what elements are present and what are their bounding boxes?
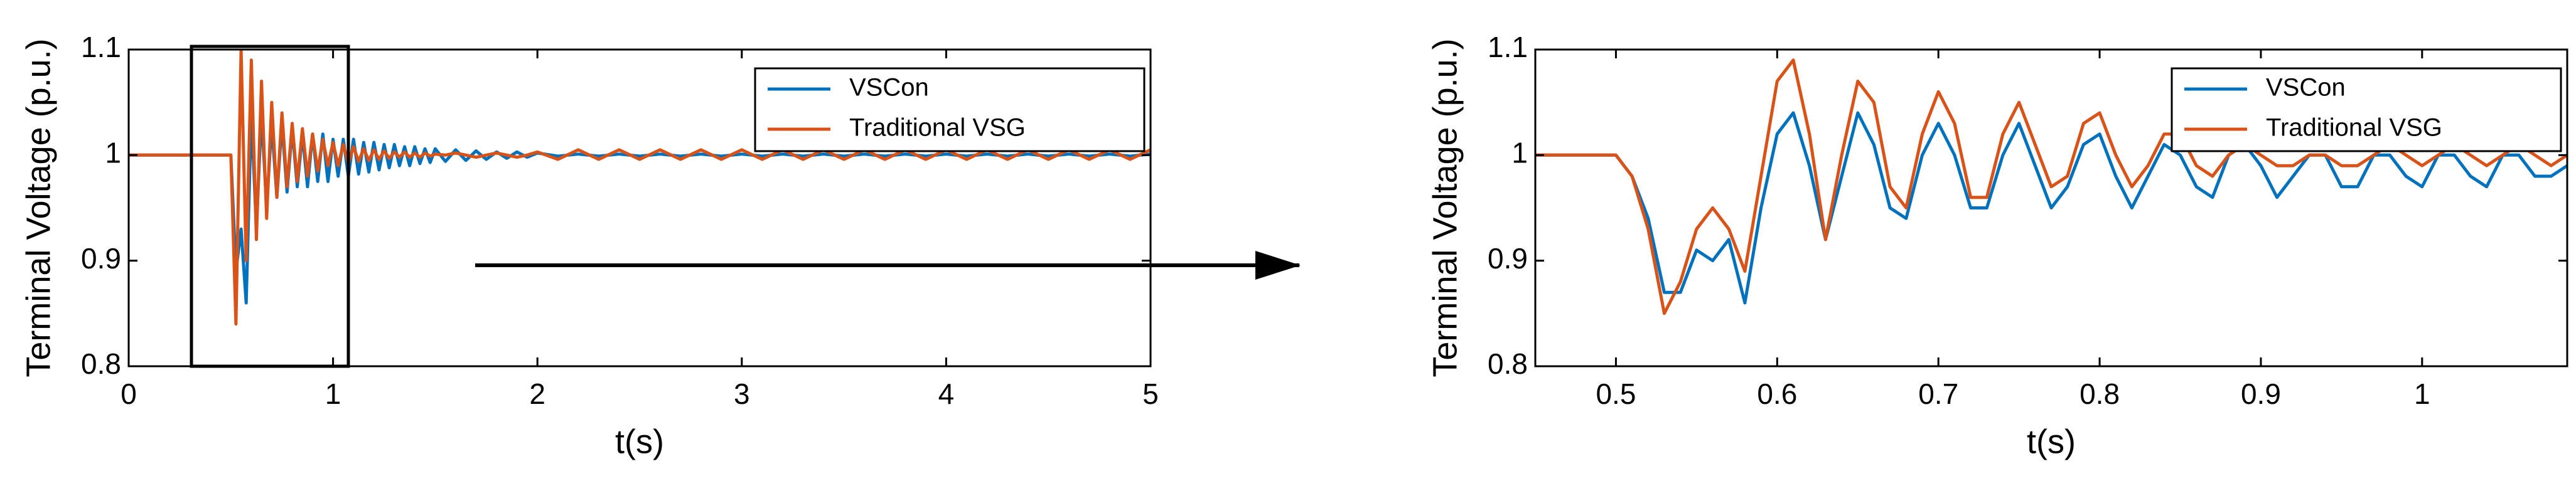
y-tick-label: 1.1 bbox=[81, 31, 121, 63]
legend-label: Traditional VSG bbox=[849, 114, 1026, 142]
data-line bbox=[1535, 111, 2567, 305]
y-tick-label: 0.8 bbox=[1488, 347, 1528, 380]
legend-label: VSCon bbox=[849, 74, 929, 102]
y-tick-label: 0.9 bbox=[1488, 242, 1528, 275]
legend-box bbox=[754, 67, 1146, 152]
x-tick-label: 0.6 bbox=[1757, 378, 1797, 410]
x-tick-label: 0.8 bbox=[2080, 378, 2120, 410]
x-tick-label: 4 bbox=[938, 378, 955, 410]
x-tick-label: 1 bbox=[325, 378, 341, 410]
x-axis-label: t(s) bbox=[615, 423, 664, 460]
y-tick-label: 1 bbox=[105, 136, 121, 169]
y-tick-label: 1 bbox=[1511, 136, 1528, 169]
x-tick-label: 1 bbox=[2414, 378, 2430, 410]
legend-box bbox=[2171, 67, 2562, 152]
x-tick-label: 0.5 bbox=[1596, 378, 1636, 410]
y-axis-label: Terminal Voltage (p.u.) bbox=[19, 38, 57, 377]
data-line bbox=[129, 50, 1151, 326]
legend-label: VSCon bbox=[2266, 74, 2346, 102]
x-tick-label: 2 bbox=[529, 378, 545, 410]
y-tick-label: 0.8 bbox=[81, 347, 121, 380]
y-tick-label: 0.9 bbox=[81, 242, 121, 275]
x-tick-label: 0 bbox=[121, 378, 137, 410]
legend-label: Traditional VSG bbox=[2266, 114, 2442, 142]
x-tick-label: 5 bbox=[1142, 378, 1159, 410]
axes-box bbox=[1534, 48, 2568, 367]
x-tick-label: 3 bbox=[734, 378, 750, 410]
y-axis-label: Terminal Voltage (p.u.) bbox=[1426, 38, 1464, 377]
axes-box bbox=[127, 48, 1152, 367]
arrow-head bbox=[1255, 251, 1301, 280]
x-tick-label: 0.9 bbox=[2241, 378, 2281, 410]
x-tick-label: 0.7 bbox=[1918, 378, 1958, 410]
x-axis-label: t(s) bbox=[2027, 423, 2076, 460]
y-tick-label: 1.1 bbox=[1488, 31, 1528, 63]
zoom-box bbox=[190, 45, 350, 368]
